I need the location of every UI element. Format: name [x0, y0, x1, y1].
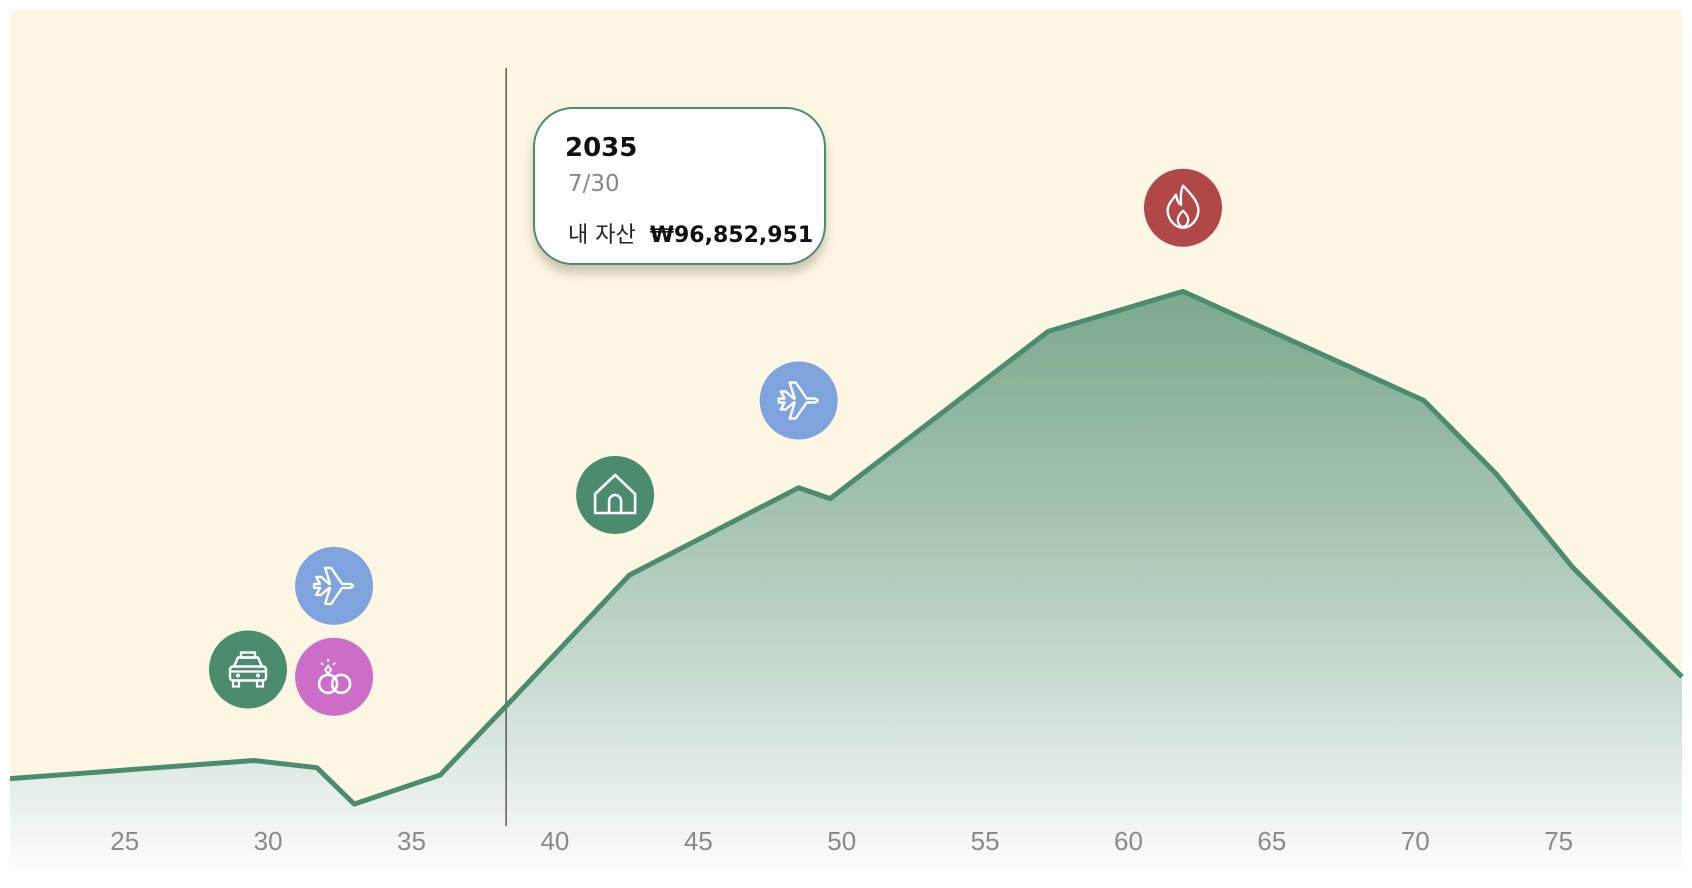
tooltip: 2035 7/30 내 자산 ₩96,852,951: [533, 107, 826, 265]
x-tick-label: 40: [540, 826, 569, 856]
x-tick-label: 70: [1401, 826, 1430, 856]
fire-icon[interactable]: [1144, 169, 1222, 247]
tooltip-row: 내 자산 ₩96,852,951: [568, 217, 813, 249]
x-tick-label: 30: [254, 826, 283, 856]
rings-icon[interactable]: [295, 638, 373, 716]
x-tick-label: 60: [1114, 826, 1143, 856]
tooltip-value: ₩96,852,951: [650, 223, 813, 248]
tooltip-label: 내 자산: [568, 223, 636, 248]
airplane-icon[interactable]: [760, 362, 838, 440]
x-tick-label: 55: [971, 826, 1000, 856]
house-icon[interactable]: [576, 456, 654, 534]
x-tick-label: 75: [1544, 826, 1573, 856]
taxi-icon[interactable]: [209, 631, 287, 709]
tooltip-year: 2035: [565, 133, 637, 163]
x-tick-label: 65: [1257, 826, 1286, 856]
tooltip-date: 7/30: [568, 171, 620, 197]
asset-chart[interactable]: 25 30 35 40 45 50 55 60 65 70 75: [0, 0, 1692, 888]
airplane-icon[interactable]: [295, 547, 373, 625]
x-tick-label: 50: [827, 826, 856, 856]
x-tick-label: 25: [110, 826, 139, 856]
x-tick-label: 35: [397, 826, 426, 856]
x-tick-label: 45: [684, 826, 713, 856]
